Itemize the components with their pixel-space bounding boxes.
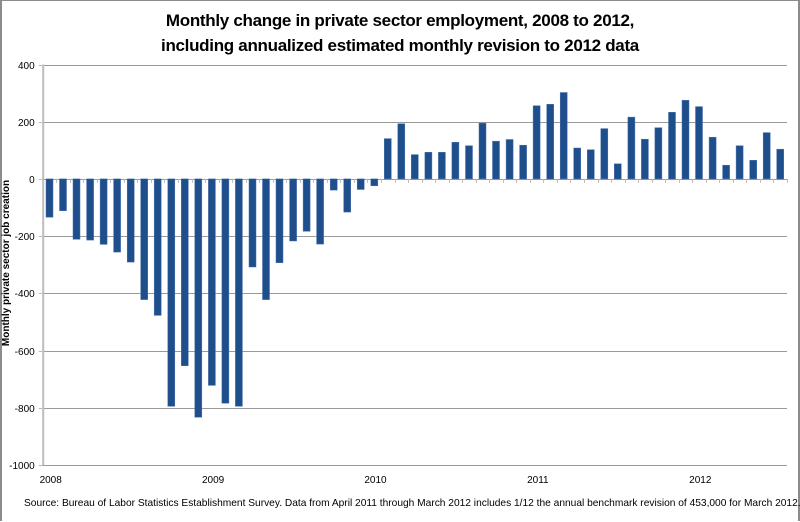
bar <box>695 106 703 180</box>
y-tick-label: 0 <box>29 175 35 186</box>
bar <box>329 178 338 191</box>
bar <box>735 145 744 180</box>
bar <box>546 104 554 180</box>
bar <box>235 178 243 407</box>
y-tick-label: 200 <box>18 118 35 129</box>
y-tick-label: -200 <box>15 232 35 243</box>
bar <box>465 145 473 180</box>
bars <box>45 92 784 418</box>
bar <box>600 128 609 180</box>
x-tick-label: 2011 <box>527 475 549 486</box>
bar <box>654 127 663 180</box>
bar <box>519 144 527 180</box>
bar <box>411 154 419 180</box>
x-axis-ticks: 2008 2009 2010 2011 2012 <box>40 475 712 486</box>
bar <box>302 178 311 232</box>
y-axis-ticks: 400 200 0 -200 -400 -600 -800 -1000 <box>9 61 43 472</box>
bar <box>478 122 487 180</box>
bar <box>668 112 676 180</box>
bar <box>438 152 446 180</box>
bar <box>99 178 108 245</box>
chart-title-line-1: Monthly change in private sector employm… <box>165 11 635 30</box>
bar <box>316 178 324 245</box>
bar <box>45 178 54 218</box>
bar <box>194 178 203 418</box>
bar <box>627 116 636 180</box>
y-tick-label: -400 <box>15 289 35 300</box>
bar <box>113 178 121 253</box>
x-tick-label: 2008 <box>40 475 63 486</box>
bar <box>181 178 189 366</box>
bar <box>559 92 568 180</box>
x-tick-label: 2009 <box>202 475 225 486</box>
chart-title: Monthly change in private sector employm… <box>0 8 800 58</box>
bar <box>573 147 581 180</box>
bar <box>776 148 784 180</box>
y-tick-label: -1000 <box>9 461 35 472</box>
bar <box>262 178 270 300</box>
bar <box>221 178 230 404</box>
bar <box>681 100 690 180</box>
bar <box>356 178 365 190</box>
bar <box>708 136 717 180</box>
bar <box>532 105 541 180</box>
bar <box>275 178 284 263</box>
bar <box>370 178 379 187</box>
source-note: Source: Bureau of Labor Statistics Estab… <box>24 498 800 509</box>
bar <box>289 178 297 242</box>
bar <box>492 140 500 180</box>
chart-title-line-2: including annualized estimated monthly r… <box>161 36 639 55</box>
bar <box>343 178 351 213</box>
bar <box>614 163 622 180</box>
y-axis-label: Monthly private sector job creation <box>1 179 12 347</box>
y-tick-label: -800 <box>15 404 35 415</box>
bar <box>722 164 730 180</box>
bar <box>641 138 649 180</box>
x-tick-label: 2012 <box>689 475 712 486</box>
bar <box>167 178 176 407</box>
bar <box>505 139 514 180</box>
bar <box>397 123 406 180</box>
y-tick-label: 400 <box>18 61 35 72</box>
bar <box>208 178 216 386</box>
x-tick-label: 2010 <box>364 475 387 486</box>
bar <box>72 178 81 240</box>
bar <box>140 178 148 300</box>
bar <box>451 142 460 180</box>
bar <box>86 178 94 241</box>
bar <box>424 152 433 180</box>
bar <box>126 178 135 263</box>
bar <box>749 160 757 180</box>
y-tick-label: -600 <box>15 347 35 358</box>
bar <box>153 178 162 316</box>
axes <box>42 64 788 466</box>
bar <box>762 132 771 180</box>
gridlines <box>42 65 787 409</box>
bar <box>384 138 392 180</box>
bar <box>248 178 257 268</box>
bar <box>587 149 595 180</box>
bar <box>59 178 67 211</box>
